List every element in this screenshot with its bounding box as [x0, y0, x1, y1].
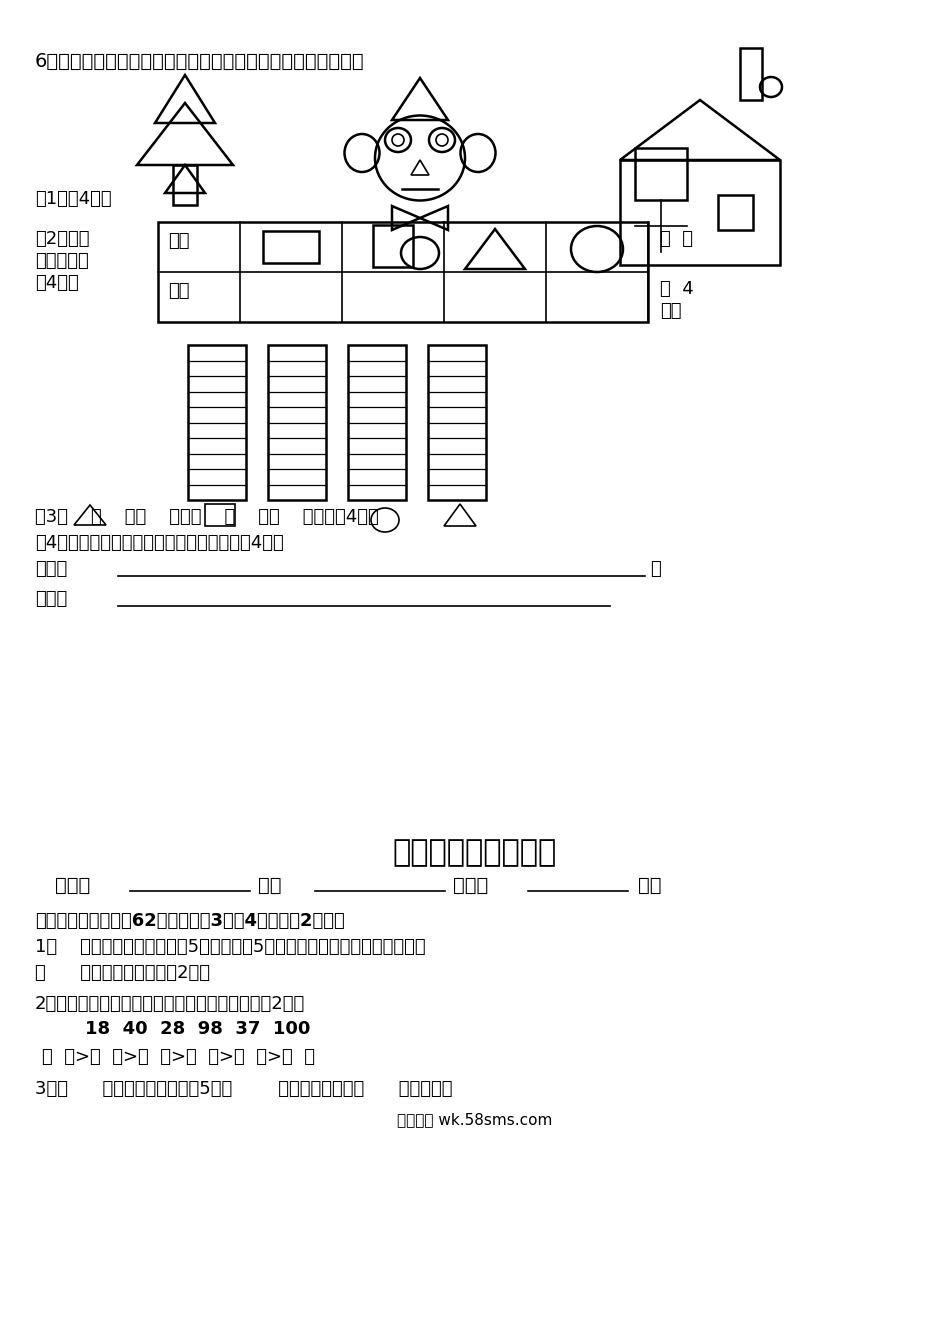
Text: （3）    比    少（    ）个，    比    多（    ）个。（4分）: （3） 比 少（ ）个， 比 多（ ）个。（4分） [35, 509, 379, 526]
Bar [348, 345, 406, 501]
Text: 6、数一数，下面图形各有多少个，填一填，涂一涂，算一算。: 6、数一数，下面图形各有多少个，填一填，涂一涂，算一算。 [35, 52, 365, 71]
Text: ？: ？ [650, 560, 661, 578]
Bar [428, 345, 486, 501]
Text: （  ）>（  ）>（  ）>（  ）>（  ）>（  ）: （ ）>（ ）>（ ）>（ ）>（ ）>（ ） [42, 1048, 315, 1066]
Text: 解答：: 解答： [35, 590, 67, 608]
Bar [263, 231, 319, 263]
Bar [373, 225, 413, 267]
Text: 18  40  28  98  37  100: 18 40 28 98 37 100 [60, 1020, 311, 1037]
Text: 一年级数学下册练习: 一年级数学下册练习 [393, 837, 557, 867]
Text: （2）在下: （2）在下 [35, 229, 89, 248]
Text: 3、（      ）张一元可以换一张5元。        一张十元可以换（      ）张一元。: 3、（ ）张一元可以换一张5元。 一张十元可以换（ ）张一元。 [35, 1080, 452, 1098]
Text: （4分）: （4分） [35, 274, 79, 293]
Text: 姓名: 姓名 [258, 876, 281, 895]
Text: 学号：: 学号： [453, 876, 488, 895]
Bar [718, 195, 753, 229]
Text: 五八文库 wk.58sms.com: 五八文库 wk.58sms.com [397, 1113, 553, 1127]
Bar [740, 48, 762, 101]
Text: 2、把下列各数按照从大到小的顺序排列起来。（2分）: 2、把下列各数按照从大到小的顺序排列起来。（2分） [35, 994, 305, 1013]
Bar [205, 505, 235, 526]
Bar [188, 345, 246, 501]
Text: 一、我会填。（共：62分，其中第3、、4、题每空2分。）: 一、我会填。（共：62分，其中第3、、4、题每空2分。） [35, 913, 345, 930]
Bar [620, 160, 780, 264]
Bar [268, 345, 326, 501]
Bar [635, 148, 687, 200]
Text: 中涂一涂。: 中涂一涂。 [35, 252, 88, 270]
Text: 分）: 分） [660, 302, 681, 319]
Text: 1、    一只猫吃一只老鼠，用5分钟吃完；5只猫同时吃同样大小的老鼠。需要: 1、 一只猫吃一只老鼠，用5分钟吃完；5只猫同时吃同样大小的老鼠。需要 [35, 938, 426, 956]
Text: 个数: 个数 [168, 282, 189, 301]
Text: 班别：: 班别： [55, 876, 90, 895]
Bar [158, 221, 648, 322]
Bar [173, 165, 197, 205]
Text: （1）（4分）: （1）（4分） [35, 191, 112, 208]
Text: 评分: 评分 [638, 876, 661, 895]
Text: 问题：: 问题： [35, 560, 67, 578]
Text: 分类: 分类 [168, 232, 189, 250]
Text: （4）你还能提出什么数学问题，并解答。（4分）: （4）你还能提出什么数学问题，并解答。（4分） [35, 534, 284, 552]
Text: （      ）分钟才能吃完。（2分）: （ ）分钟才能吃完。（2分） [35, 964, 210, 982]
Text: 面  图: 面 图 [660, 229, 693, 248]
Text: （  4: （ 4 [660, 280, 694, 298]
